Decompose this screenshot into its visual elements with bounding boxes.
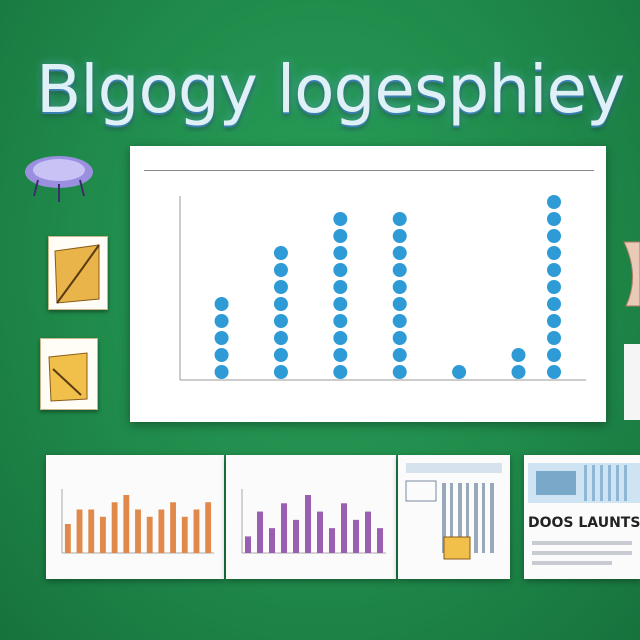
data-point: [333, 246, 348, 260]
document-preview: [405, 463, 502, 560]
data-point: [214, 297, 229, 311]
thumb-bar: [193, 509, 200, 553]
thumb-bar: [158, 509, 165, 553]
data-point: [392, 365, 407, 379]
data-point: [547, 348, 561, 362]
booklet-preview: [528, 463, 640, 565]
thumb-bar: [205, 502, 212, 553]
data-point: [547, 365, 561, 379]
book-icon: [48, 236, 108, 310]
data-point: [547, 229, 561, 243]
graduation-cap-icon: [25, 156, 93, 202]
data-point: [547, 263, 561, 277]
thumb-bar: [88, 509, 95, 553]
data-point: [333, 348, 348, 362]
book-icon: [40, 338, 98, 410]
data-point: [547, 331, 561, 345]
poster-title: Blgogy logesphiey: [36, 51, 625, 128]
data-point: [392, 280, 407, 294]
data-point: [214, 348, 229, 362]
data-point: [392, 212, 407, 226]
thumb-bar: [317, 511, 323, 553]
thumbnail-heading: DOOS LAUNTS: [528, 515, 640, 531]
data-point: [214, 314, 229, 328]
data-point: [547, 246, 561, 260]
data-point: [333, 212, 348, 226]
data-point: [547, 297, 561, 311]
main-chart-panel: [130, 146, 606, 422]
thumbnail-booklet: DOOS LAUNTS: [524, 455, 640, 579]
thumbnail-1-chart: [61, 489, 214, 554]
data-point: [511, 348, 526, 362]
thumbnail-2-chart: [241, 489, 386, 554]
thumb-bar: [281, 503, 287, 553]
data-point: [333, 263, 348, 277]
glass-icon: [623, 241, 640, 307]
thumbnail-line-chart: [226, 455, 396, 579]
data-point: [392, 314, 407, 328]
thumb-bar: [64, 524, 71, 553]
data-point: [333, 331, 348, 345]
data-point: [547, 212, 561, 226]
data-point: [392, 229, 407, 243]
data-point: [333, 297, 348, 311]
data-point: [547, 195, 561, 209]
thumb-bar: [293, 519, 299, 553]
dot-chart: [179, 195, 586, 381]
data-point: [333, 365, 348, 379]
thumb-bar: [341, 503, 347, 553]
data-point: [273, 348, 288, 362]
data-point: [214, 365, 229, 379]
thumb-bar: [146, 516, 153, 553]
data-point: [452, 365, 467, 379]
thumb-bar: [365, 511, 371, 553]
data-point: [333, 229, 348, 243]
thumb-bar: [377, 528, 383, 553]
data-point: [392, 348, 407, 362]
data-point: [273, 297, 288, 311]
data-point: [511, 365, 526, 379]
data-point: [273, 314, 288, 328]
data-point: [273, 331, 288, 345]
data-point: [392, 246, 407, 260]
data-point: [333, 280, 348, 294]
data-point: [547, 314, 561, 328]
thumbnail-document: [398, 455, 510, 579]
data-point: [214, 331, 229, 345]
thumb-bar: [353, 519, 359, 553]
thumb-bar: [135, 509, 141, 553]
thumb-bar: [269, 528, 275, 553]
data-point: [392, 263, 407, 277]
data-point: [392, 297, 407, 311]
thumb-bar: [257, 511, 263, 553]
side-card: [624, 344, 640, 420]
thumb-bar: [329, 528, 335, 553]
data-point: [273, 246, 288, 260]
thumb-bar: [245, 536, 251, 553]
thumb-bar: [76, 509, 83, 553]
panel-divider: [144, 170, 594, 171]
thumb-bar: [305, 495, 311, 553]
thumbnail-bar-chart: [46, 455, 224, 579]
data-point: [547, 280, 561, 294]
data-point: [273, 280, 288, 294]
thumb-bar: [181, 516, 188, 553]
data-point: [392, 331, 407, 345]
data-point: [273, 263, 288, 277]
data-point: [273, 365, 288, 379]
thumb-bar: [100, 516, 106, 553]
thumb-bar: [123, 495, 130, 553]
thumb-bar: [111, 502, 118, 553]
thumb-bar: [170, 502, 176, 553]
data-point: [333, 314, 348, 328]
